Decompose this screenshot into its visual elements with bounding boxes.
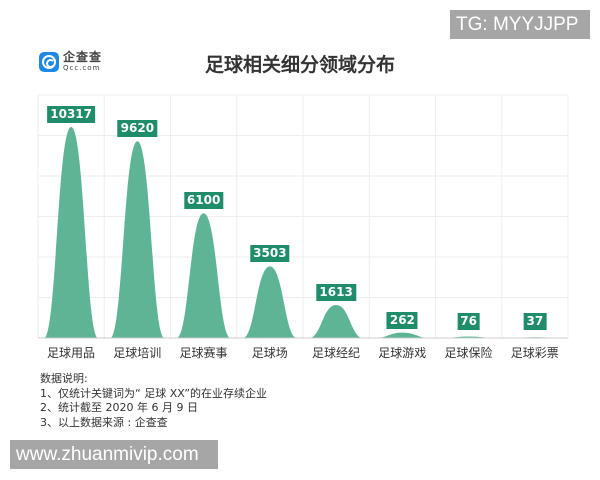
value-label: 10317 [47, 106, 95, 123]
bar-5 [375, 332, 430, 338]
value-label: 3503 [250, 245, 290, 263]
bar-3 [242, 266, 297, 338]
qcc-logo: 企查查 Qcc.com [39, 51, 102, 72]
bar-2 [176, 213, 231, 338]
x-axis-label: 足球培训 [113, 346, 162, 360]
chart-title: 足球相关细分领域分布 [204, 54, 395, 76]
value-label: 9620 [117, 120, 158, 138]
x-axis-label: 足球场 [251, 346, 288, 360]
x-axis-label: 足球赛事 [179, 346, 228, 360]
watermark-bottom: www.zhuanmivip.com [10, 440, 218, 469]
bar-1 [110, 141, 165, 338]
value-label: 37 [523, 313, 547, 330]
bar-4 [309, 305, 364, 338]
x-axis-label: 足球保险 [444, 346, 493, 360]
notes-line-3: 3、以上数据来源 : 企查查 [40, 415, 168, 429]
notes-line-2: 2、统计截至 2020 年 6 月 9 日 [40, 401, 198, 414]
value-label: 76 [457, 313, 480, 330]
value-label: 6100 [183, 192, 224, 210]
x-axis-label: 足球经纪 [311, 346, 360, 360]
bar-0 [44, 127, 99, 338]
watermark-top: TG: MYYJJPP [450, 10, 590, 39]
data-notes: 数据说明: 1、仅统计关键词为“ 足球 XX”的在业存续企业 2、统计截至 20… [40, 372, 267, 430]
x-axis-label: 足球游戏 [378, 346, 427, 360]
chart-bars [44, 127, 562, 338]
notes-line-1: 1、仅统计关键词为“ 足球 XX”的在业存续企业 [40, 386, 268, 400]
value-label: 1613 [316, 284, 356, 301]
x-axis-label: 足球用品 [46, 346, 95, 360]
x-axis-label: 足球彩票 [510, 346, 559, 360]
logo-name-en: Qcc.com [63, 64, 101, 72]
notes-heading: 数据说明: [40, 372, 88, 385]
qcc-logo-icon [39, 51, 59, 72]
value-label: 262 [386, 311, 418, 329]
logo-name-cn: 企查查 [63, 50, 103, 64]
